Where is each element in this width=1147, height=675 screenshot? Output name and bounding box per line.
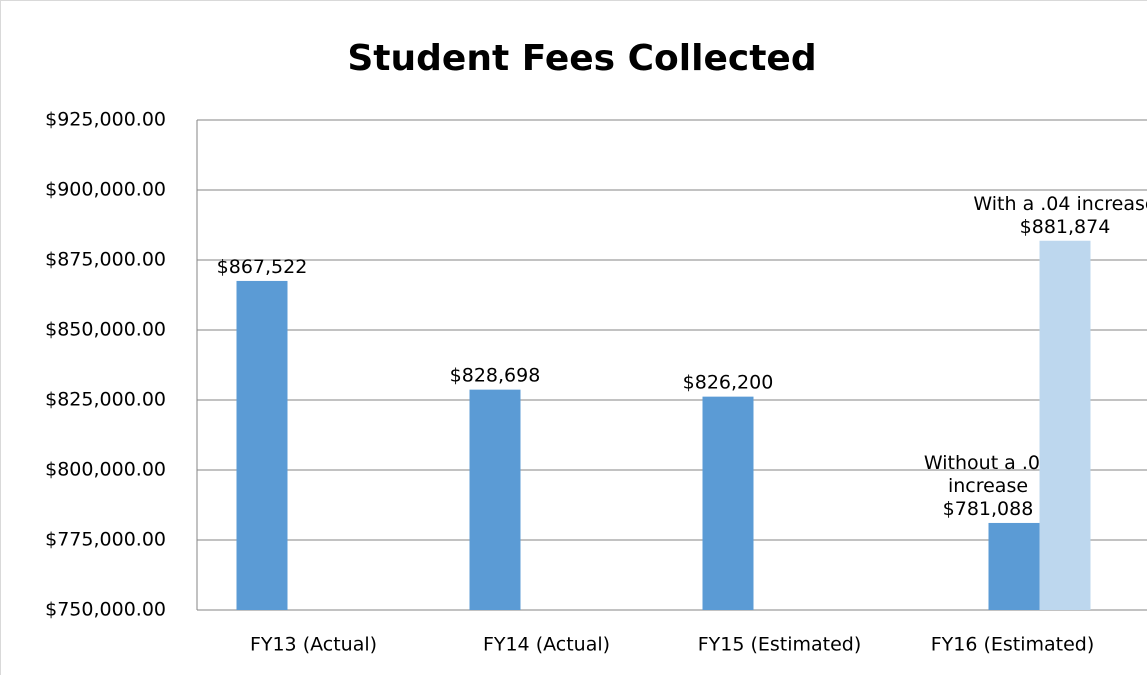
data-label-line: Without a .04 (924, 451, 1052, 473)
y-tick-label: $900,000.00 (45, 179, 166, 201)
data-label: $867,522 (217, 255, 308, 277)
data-label-line: With a .04 increase (973, 192, 1147, 214)
y-tick-label: $800,000.00 (45, 459, 166, 481)
y-tick-label: $775,000.00 (45, 529, 166, 551)
data-label-line: increase (948, 474, 1028, 496)
bar (469, 389, 521, 610)
x-tick-label: FY14 (Actual) (483, 634, 610, 656)
data-label: $828,698 (450, 364, 541, 386)
data-label-line: $828,698 (450, 364, 541, 386)
data-label: Without a .04 increase $781,088 (924, 451, 1052, 519)
data-label-line: $781,088 (943, 497, 1034, 519)
y-tick-label: $750,000.00 (45, 599, 166, 621)
chart-title: Student Fees Collected (347, 38, 816, 79)
bar (702, 396, 754, 610)
data-label-line: $881,874 (1020, 215, 1111, 237)
data-label-line: $867,522 (217, 255, 308, 277)
data-label-line: $826,200 (683, 371, 774, 393)
bar (1039, 240, 1091, 610)
x-tick-label: FY16 (Estimated) (931, 634, 1095, 656)
x-tick-label: FY15 (Estimated) (698, 634, 862, 656)
x-tick-label: FY13 (Actual) (250, 634, 377, 656)
bar (988, 522, 1040, 610)
data-label: With a .04 increase $881,874 (973, 192, 1147, 237)
y-tick-label: $925,000.00 (45, 109, 166, 131)
data-label: $826,200 (683, 371, 774, 393)
y-tick-label: $875,000.00 (45, 249, 166, 271)
bar (236, 280, 288, 610)
y-tick-label: $825,000.00 (45, 389, 166, 411)
y-tick-label: $850,000.00 (45, 319, 166, 341)
